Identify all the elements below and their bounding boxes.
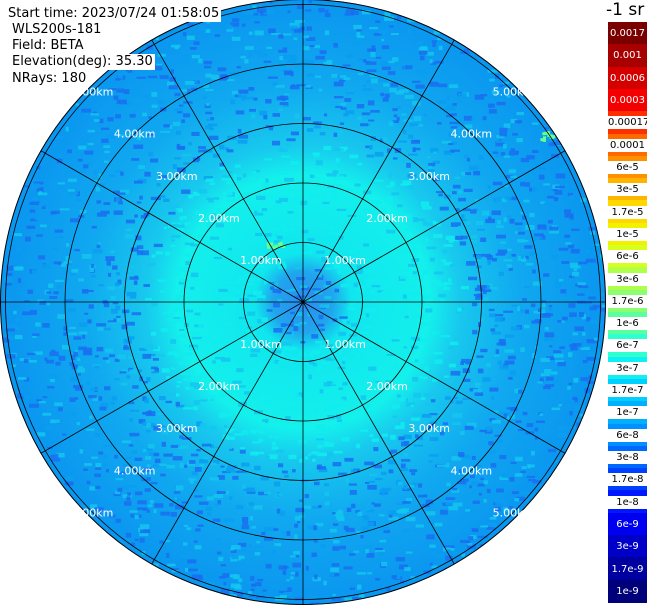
colorbar-swatch [608, 535, 647, 558]
azimuth-spoke [151, 39, 304, 303]
colorbar-tick-label: 1e-8 [608, 495, 647, 509]
range-ring-label: 3.00km [156, 170, 198, 183]
colorbar-swatch [608, 579, 647, 603]
range-ring-label: 2.00km [366, 380, 408, 393]
nrays-label: NRays: 180 [12, 71, 89, 87]
range-ring-label: 1.00km [324, 254, 366, 267]
colorbar-unit: -1 sr [606, 0, 645, 20]
colorbar-tick-label: 1e-7 [608, 406, 647, 420]
instrument-label: WLS200s-181 [12, 22, 104, 38]
colorbar-tick-label: 1e-5 [608, 227, 647, 241]
colorbar-tick-label: 0.0003 [610, 95, 645, 107]
azimuth-spoke [302, 301, 455, 565]
colorbar-tick-label: 1e-9 [616, 585, 639, 597]
colorbar-swatch [608, 66, 647, 90]
range-ring-label: 1.00km [324, 338, 366, 351]
range-ring-label: 4.00km [451, 464, 493, 477]
colorbar-tick-label: 1.7e-7 [608, 384, 647, 398]
start-time-label: Start time: 2023/07/24 01:58:05 [8, 6, 222, 22]
colorbar-tick-label: 3e-8 [608, 451, 647, 464]
azimuth-spoke [302, 301, 566, 454]
range-ring-label: 1.00km [240, 338, 282, 351]
colorbar-tick-label: 3e-9 [616, 541, 639, 553]
field-label: Field: BETA [12, 38, 86, 54]
colorbar-tick-label: 0.0001 [608, 138, 647, 152]
range-ring-label: 4.00km [114, 464, 156, 477]
range-ring-label: 2.00km [198, 380, 240, 393]
azimuth-spoke [40, 150, 304, 303]
colorbar-tick-label: 6e-5 [608, 161, 647, 174]
range-ring-label: 5.00km [493, 86, 535, 99]
range-ring-labels: 1.00km 1.00km 1.00km 1.00km 2.00km 2.00km 2.00… [72, 86, 534, 520]
azimuth-spoke [40, 301, 304, 454]
range-ring-label: 3.00km [156, 422, 198, 435]
colorbar-tick-label: 3e-6 [608, 272, 647, 286]
colorbar-swatch [608, 88, 647, 112]
colorbar-tick-label: 6e-9 [616, 518, 639, 530]
range-ring-label: 5.00km [72, 506, 114, 519]
range-ring-label: 5.00km [493, 506, 535, 519]
range-ring-label: 2.00km [198, 212, 240, 225]
colorbar-tick-label: 1.7e-9 [611, 563, 644, 575]
colorbar-tick-label: 1.7e-8 [608, 473, 647, 487]
range-ring-label: 3.00km [408, 170, 450, 183]
range-ring-label: 4.00km [451, 128, 493, 141]
azimuth-spoke [302, 150, 566, 303]
range-ring-label: 4.00km [114, 128, 156, 141]
colorbar-swatch [608, 512, 647, 536]
colorbar-tick-label: 0.00017 [608, 116, 647, 130]
colorbar-tick-label: 0.001 [613, 50, 642, 62]
colorbar-tick-label: 0.0017 [610, 28, 645, 40]
colorbar-swatch [608, 22, 647, 45]
elevation-label: Elevation(deg): 35.30 [12, 54, 155, 70]
azimuth-spoke [302, 39, 455, 303]
colorbar-tick-label: 1.7e-5 [608, 205, 647, 219]
azimuth-spokes [0, 0, 606, 605]
colorbar-tick-label: 0.0006 [610, 72, 645, 84]
colorbar-tick-label: 6e-7 [608, 339, 647, 353]
range-ring-label: 2.00km [366, 212, 408, 225]
azimuth-spoke [151, 301, 304, 565]
colorbar-tick-label: 6e-6 [608, 250, 647, 264]
colorbar-tick-label: 1e-6 [608, 317, 647, 331]
range-ring-label: 1.00km [240, 254, 282, 267]
range-ring-label: 5.00km [72, 86, 114, 99]
range-ring-label: 3.00km [408, 422, 450, 435]
colorbar-tick-label: 3e-5 [608, 183, 647, 197]
colorbar-tick-label: 3e-7 [608, 361, 647, 375]
colorbar-tick-label: 6e-8 [608, 428, 647, 442]
colorbar-swatch [608, 557, 647, 581]
colorbar-tick-label: 1.7e-6 [608, 294, 647, 308]
colorbar-swatch [608, 44, 647, 68]
